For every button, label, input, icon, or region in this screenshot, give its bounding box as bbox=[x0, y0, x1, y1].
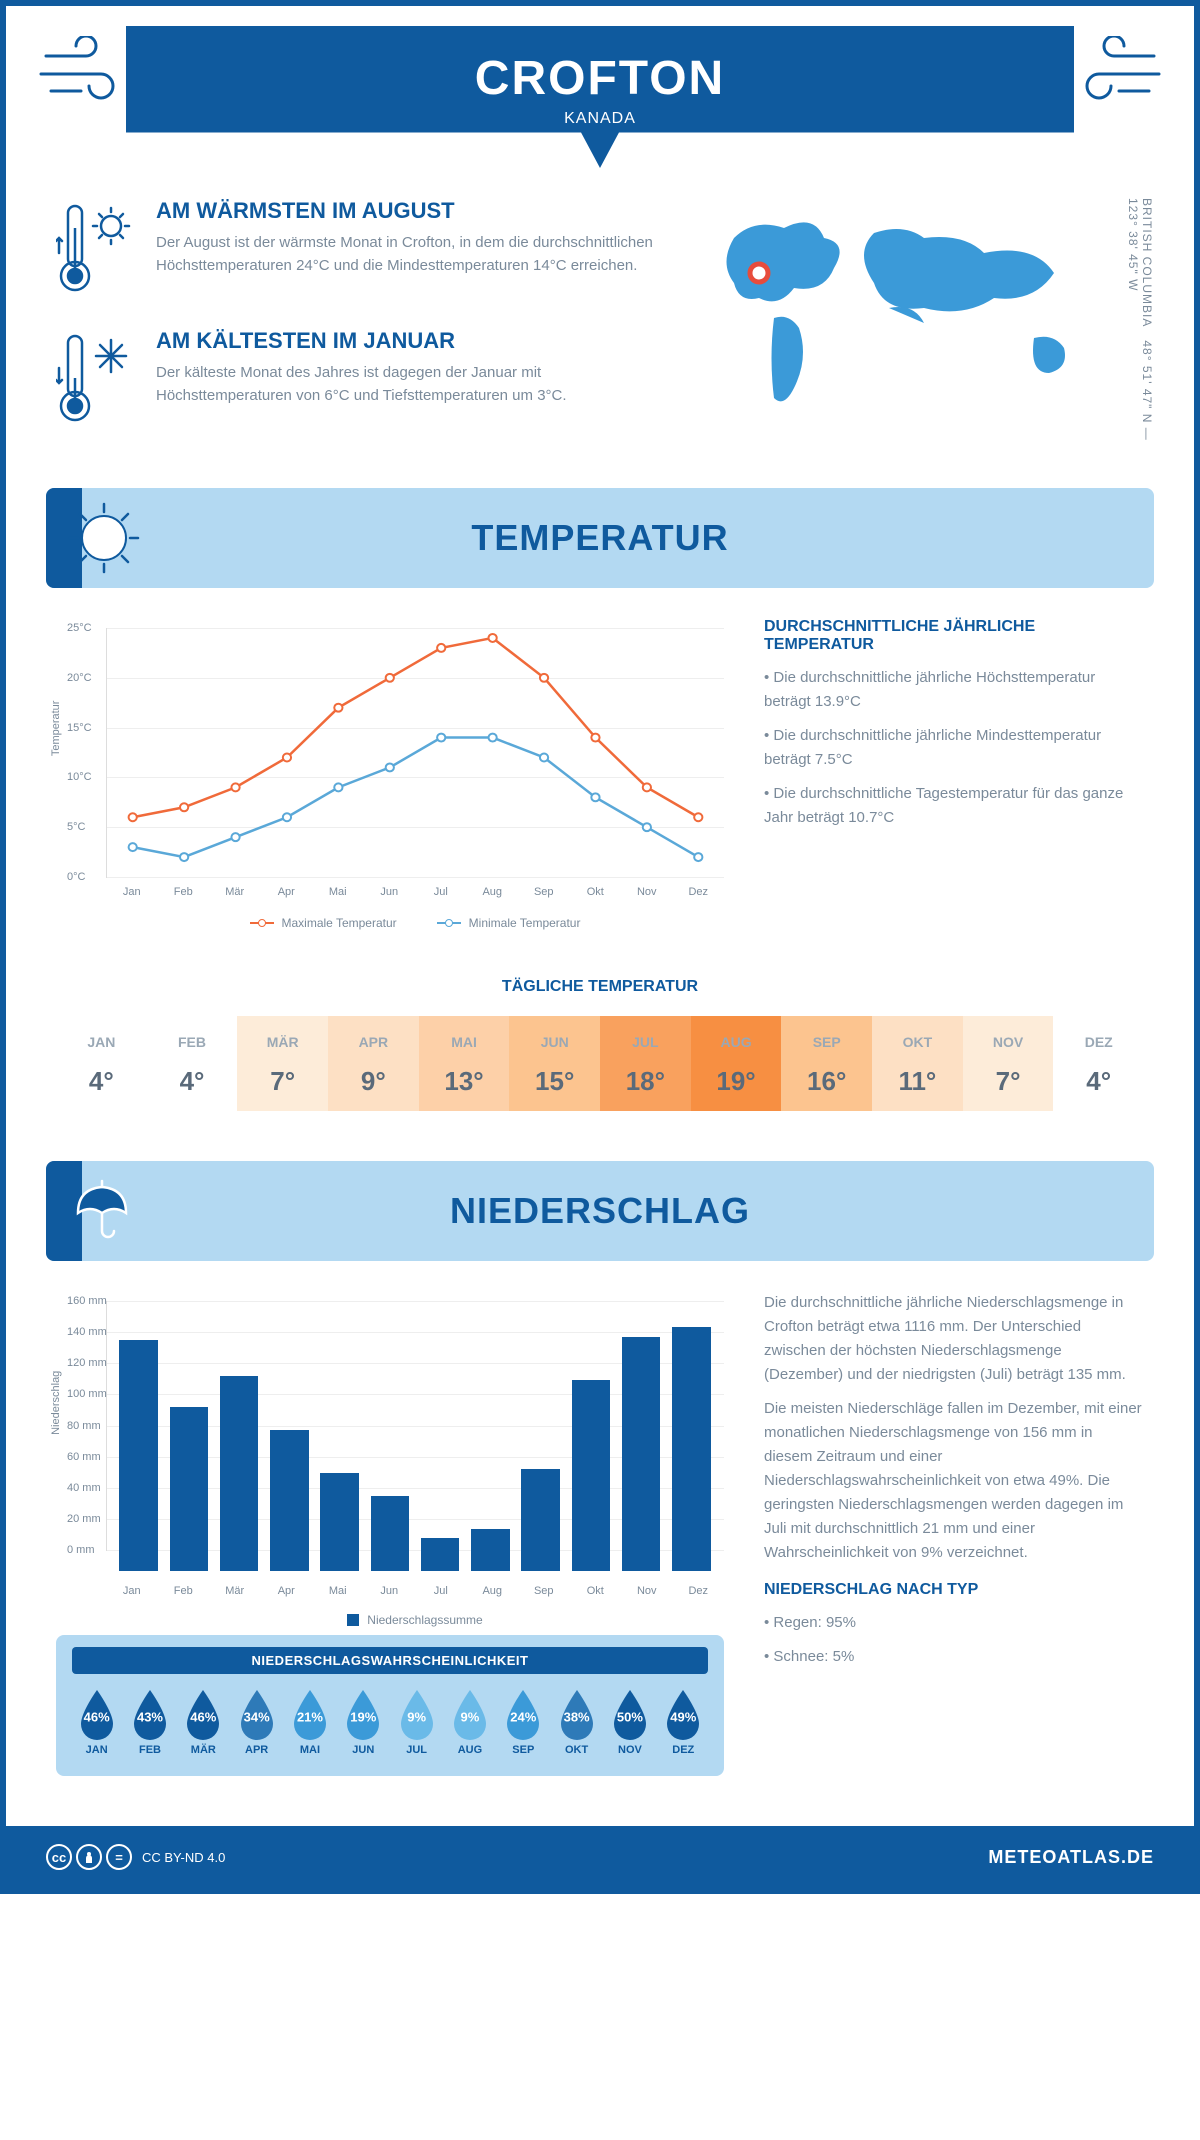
precip-legend: Niederschlagssumme bbox=[106, 1613, 724, 1627]
temp-section-header: TEMPERATUR bbox=[46, 488, 1154, 588]
temp-summary: DURCHSCHNITTLICHE JÄHRLICHE TEMPERATUR •… bbox=[764, 618, 1144, 938]
precipitation-bar-chart: Niederschlag 0 mm20 mm40 mm60 mm80 mm100… bbox=[56, 1291, 724, 1631]
precip-section-header: NIEDERSCHLAG bbox=[46, 1161, 1154, 1261]
precip-title: NIEDERSCHLAG bbox=[450, 1190, 750, 1232]
daily-temp-section: TÄGLICHE TEMPERATUR JAN4°FEB4°MÄR7°APR9°… bbox=[6, 968, 1194, 1151]
sun-icon bbox=[64, 498, 144, 578]
temp-chart-row: Temperatur 0°C5°C10°C15°C20°C25°C JanFeb… bbox=[6, 618, 1194, 968]
umbrella-icon bbox=[64, 1173, 140, 1249]
nd-icon: = bbox=[106, 1844, 132, 1870]
country-name: KANADA bbox=[126, 110, 1074, 128]
coldest-text: Der kälteste Monat des Jahres ist dagege… bbox=[156, 362, 664, 407]
city-name: CROFTON bbox=[126, 51, 1074, 106]
header-wrap: CROFTON KANADA bbox=[6, 6, 1194, 168]
license: cc = CC BY-ND 4.0 bbox=[46, 1844, 225, 1870]
info-section: AM WÄRMSTEN IM AUGUST Der August ist der… bbox=[6, 168, 1194, 478]
world-map: BRITISH COLUMBIA 48° 51' 47" N — 123° 38… bbox=[704, 198, 1144, 458]
temp-title: TEMPERATUR bbox=[471, 517, 728, 559]
warmest-text: Der August ist der wärmste Monat in Crof… bbox=[156, 232, 664, 277]
warmest-block: AM WÄRMSTEN IM AUGUST Der August ist der… bbox=[56, 198, 664, 298]
probability-box: NIEDERSCHLAGSWAHRSCHEINLICHKEIT 46%JAN43… bbox=[56, 1635, 724, 1776]
precip-summary: Die durchschnittliche jährliche Niedersc… bbox=[764, 1291, 1144, 1776]
daily-temp-grid: JAN4°FEB4°MÄR7°APR9°MAI13°JUN15°JUL18°AU… bbox=[56, 1016, 1144, 1111]
coldest-block: AM KÄLTESTEN IM JANUAR Der kälteste Mona… bbox=[56, 328, 664, 428]
temperature-line-chart: Temperatur 0°C5°C10°C15°C20°C25°C JanFeb… bbox=[56, 618, 724, 938]
thermometer-snow-icon bbox=[56, 328, 136, 428]
infographic-page: CROFTON KANADA AM WÄRMSTEN IM AUGUST Der… bbox=[0, 0, 1200, 1894]
wind-icon bbox=[1064, 36, 1164, 106]
coldest-title: AM KÄLTESTEN IM JANUAR bbox=[156, 328, 664, 354]
warmest-title: AM WÄRMSTEN IM AUGUST bbox=[156, 198, 664, 224]
footer: cc = CC BY-ND 4.0 METEOATLAS.DE bbox=[6, 1826, 1194, 1888]
precip-chart-row: Niederschlag 0 mm20 mm40 mm60 mm80 mm100… bbox=[6, 1291, 1194, 1806]
wind-icon bbox=[36, 36, 136, 106]
by-icon bbox=[76, 1844, 102, 1870]
header-banner: CROFTON KANADA bbox=[126, 26, 1074, 168]
thermometer-sun-icon bbox=[56, 198, 136, 298]
temp-legend: Maximale Temperatur Minimale Temperatur bbox=[106, 916, 724, 930]
cc-icon: cc bbox=[46, 1844, 72, 1870]
coordinates: BRITISH COLUMBIA 48° 51' 47" N — 123° 38… bbox=[1126, 198, 1154, 458]
brand: METEOATLAS.DE bbox=[988, 1847, 1154, 1868]
